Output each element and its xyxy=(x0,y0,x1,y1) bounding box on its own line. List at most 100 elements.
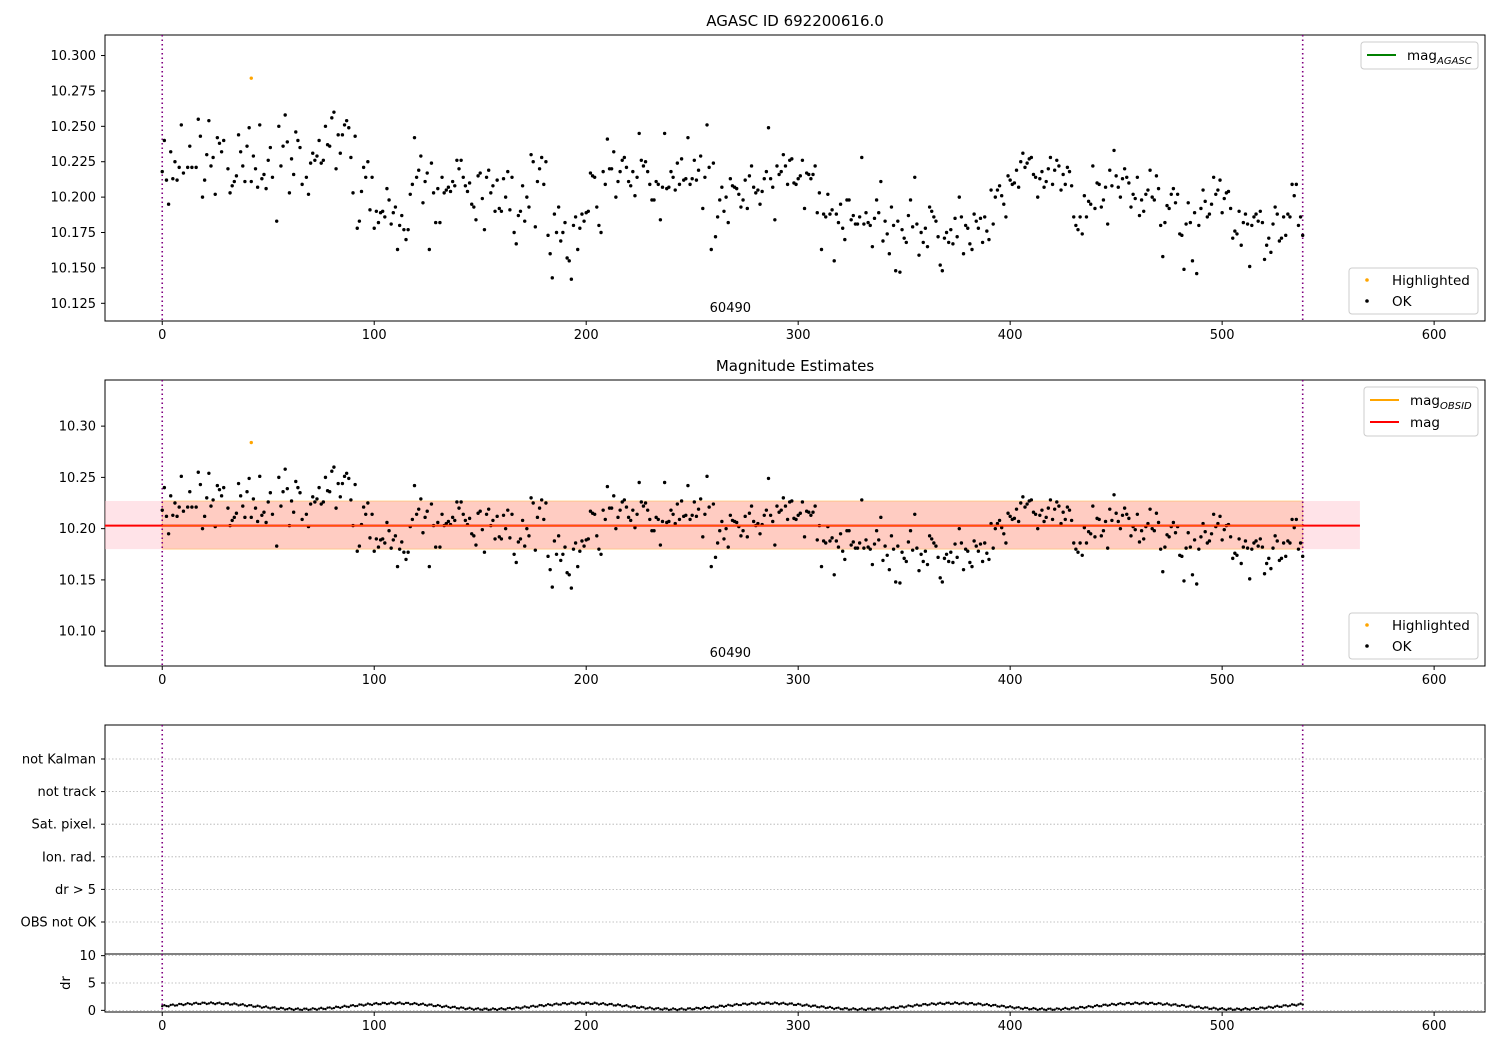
legend-label: mag xyxy=(1410,415,1440,431)
ok-point xyxy=(1080,553,1084,557)
dr-point xyxy=(1261,1006,1264,1009)
dr-point xyxy=(214,1002,217,1006)
ok-point xyxy=(525,195,529,199)
ok-point xyxy=(656,182,660,187)
ok-point xyxy=(673,188,677,192)
ok-point xyxy=(1175,192,1180,196)
ok-point xyxy=(491,184,495,188)
dr-point xyxy=(250,1004,253,1007)
ok-point xyxy=(1061,172,1065,177)
ok-point xyxy=(361,505,366,509)
ok-point xyxy=(160,508,164,512)
dr-point xyxy=(207,1002,211,1005)
dr-point xyxy=(400,1002,403,1005)
ok-point xyxy=(542,182,546,187)
dr-point xyxy=(648,1006,651,1009)
dr-point xyxy=(676,1008,679,1012)
ok-point xyxy=(395,564,400,569)
ok-point xyxy=(709,247,713,252)
dr-point xyxy=(1089,1005,1092,1008)
ok-point xyxy=(561,230,565,235)
x-tick-label: 300 xyxy=(786,328,811,343)
ok-point xyxy=(1146,521,1150,526)
dr-point xyxy=(625,1004,628,1007)
dr-point xyxy=(960,1002,963,1005)
dr-point xyxy=(1273,1005,1277,1008)
ok-point xyxy=(790,157,794,161)
ok-point xyxy=(1239,561,1243,566)
ok-point xyxy=(626,515,631,520)
ok-point xyxy=(709,564,713,569)
ok-point xyxy=(262,172,266,177)
x-tick-label: 600 xyxy=(1422,328,1447,343)
dr-point xyxy=(286,1007,289,1011)
dr-point xyxy=(731,1004,734,1008)
ok-point xyxy=(190,165,194,170)
ok-point xyxy=(618,169,622,174)
dr-point xyxy=(777,1003,781,1006)
ok-point xyxy=(777,172,781,177)
dr-point xyxy=(710,1005,713,1009)
ok-point xyxy=(957,195,961,199)
dr-point xyxy=(981,1004,984,1007)
ok-point xyxy=(489,191,493,195)
ok-point xyxy=(688,182,692,187)
ok-point xyxy=(887,567,892,572)
dr-point xyxy=(423,1003,427,1007)
dr-point xyxy=(1220,1007,1224,1010)
ok-point xyxy=(1091,504,1095,508)
dr-point xyxy=(1216,1008,1220,1011)
ok-point xyxy=(516,213,521,218)
ok-point xyxy=(353,134,357,138)
ok-point xyxy=(1167,535,1171,539)
ok-point xyxy=(209,164,213,168)
ok-point xyxy=(1250,547,1254,551)
ok-point xyxy=(1129,205,1133,209)
ok-point xyxy=(499,209,504,213)
dr-point xyxy=(1051,1008,1054,1012)
ok-point xyxy=(771,185,775,189)
ok-point xyxy=(230,184,234,188)
dr-point xyxy=(1042,1008,1046,1011)
dr-point xyxy=(970,1001,974,1005)
dr-point xyxy=(769,1002,772,1006)
ok-point xyxy=(308,502,313,506)
dr-point xyxy=(197,1002,200,1006)
ok-point xyxy=(1122,167,1127,171)
ok-point xyxy=(976,549,981,553)
dr-point xyxy=(317,1007,321,1010)
dr-point xyxy=(417,1003,420,1007)
dr-point xyxy=(915,1003,919,1006)
dr-point xyxy=(930,1002,933,1005)
dr-point xyxy=(194,1001,198,1004)
dr-point xyxy=(928,1003,931,1006)
ok-point xyxy=(173,160,177,164)
dr-point xyxy=(551,1004,554,1007)
ok-point xyxy=(1059,521,1063,526)
ok-point xyxy=(1192,538,1197,542)
ok-point xyxy=(711,161,716,165)
ok-point xyxy=(813,164,817,168)
ok-point xyxy=(207,471,211,475)
dr-point xyxy=(955,1001,959,1005)
dr-point xyxy=(305,1007,308,1010)
x-tick-label: 100 xyxy=(362,673,387,688)
dr-point xyxy=(682,1008,685,1011)
dr-point xyxy=(841,1008,844,1011)
ok-point xyxy=(1158,223,1163,228)
dr-point xyxy=(703,1005,707,1009)
ok-point xyxy=(1218,178,1222,182)
dr-point xyxy=(1057,1007,1061,1010)
dr-point xyxy=(722,1005,726,1008)
ok-point xyxy=(474,543,478,547)
dr-point xyxy=(521,1006,524,1009)
ok-point xyxy=(1182,579,1186,583)
ok-point xyxy=(1288,541,1292,545)
dr-point xyxy=(1066,1007,1069,1010)
ok-point xyxy=(1021,495,1025,499)
obsid-label: 60490 xyxy=(710,301,751,316)
dr-point xyxy=(1044,1008,1048,1012)
ok-point xyxy=(1044,515,1048,520)
dr-point xyxy=(896,1006,900,1010)
dr-point xyxy=(1214,1007,1217,1010)
